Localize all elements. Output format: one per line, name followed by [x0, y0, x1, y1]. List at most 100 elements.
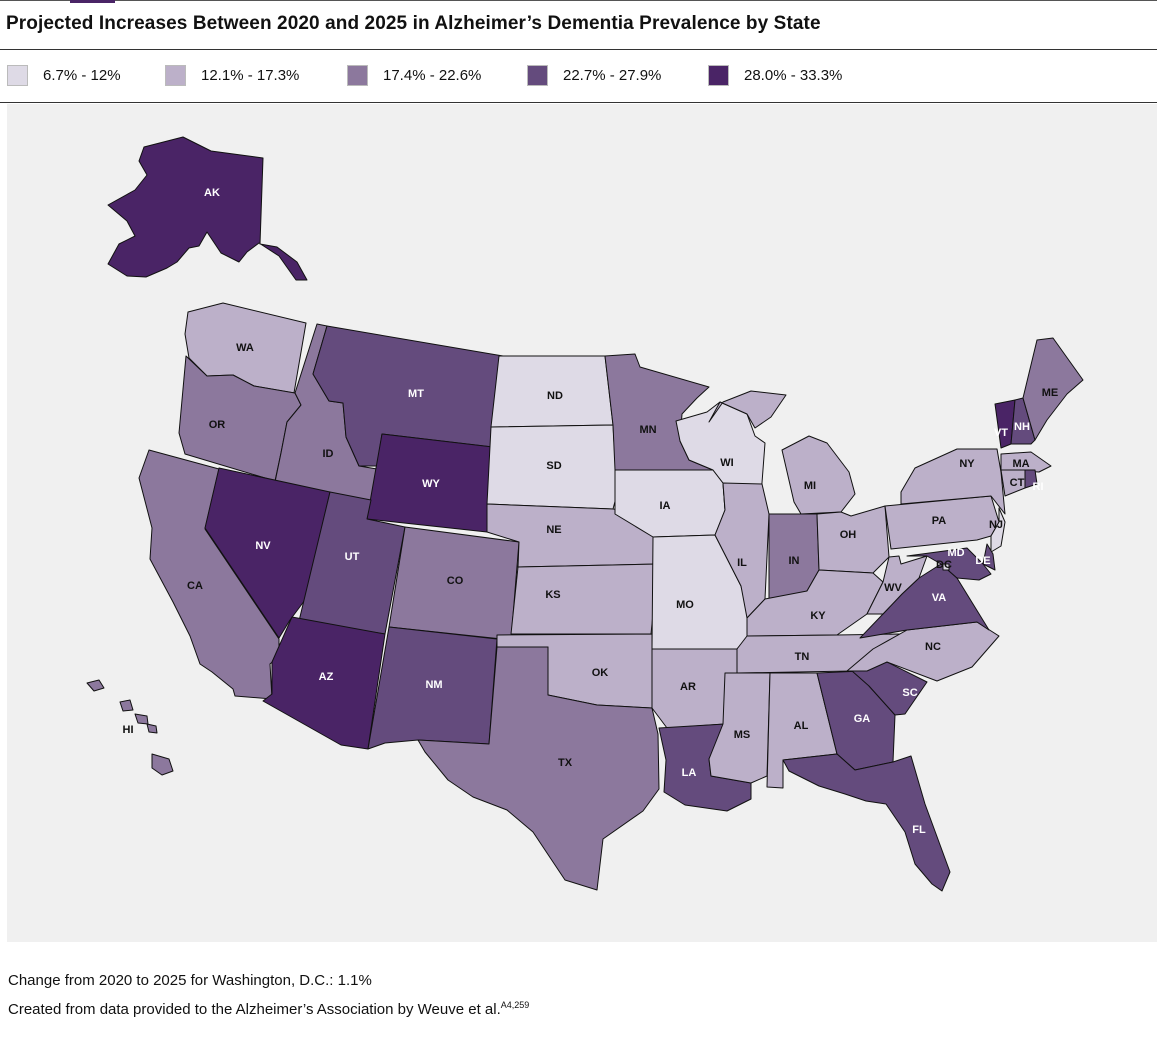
state-label-ny: NY — [959, 458, 975, 470]
state-label-sc: SC — [902, 687, 917, 699]
state-label-md: MD — [947, 547, 964, 559]
state-label-az: AZ — [319, 671, 334, 683]
legend-item-1: 12.1% - 17.3% — [165, 62, 299, 88]
state-label-co: CO — [447, 575, 464, 587]
state-label-hi: HI — [123, 724, 134, 736]
state-label-ga: GA — [854, 713, 871, 725]
legend-swatch-4 — [708, 64, 729, 86]
state-label-va: VA — [932, 592, 947, 604]
state-mi — [781, 435, 856, 515]
state-label-tx: TX — [558, 757, 573, 769]
state-ks — [510, 563, 659, 635]
state-label-tn: TN — [795, 651, 810, 663]
state-me — [1022, 337, 1084, 441]
title-divider — [0, 49, 1157, 50]
state-label-il: IL — [737, 557, 747, 569]
state-label-nh: NH — [1014, 421, 1030, 433]
state-hi-part-2 — [119, 699, 134, 712]
state-wv — [866, 555, 928, 615]
legend-label-3: 22.7% - 27.9% — [563, 66, 662, 84]
legend-item-3: 22.7% - 27.9% — [527, 62, 661, 88]
state-label-mn: MN — [639, 424, 656, 436]
state-nh — [1010, 397, 1036, 445]
state-ca — [138, 449, 280, 700]
state-label-mi: MI — [804, 480, 816, 492]
state-label-mo: MO — [676, 599, 694, 611]
state-label-ky: KY — [810, 610, 826, 622]
state-label-ak: AK — [204, 187, 220, 199]
dc-change-note: Change from 2020 to 2025 for Washington,… — [8, 972, 372, 989]
state-label-fl: FL — [912, 824, 926, 836]
state-label-ma: MA — [1012, 458, 1029, 470]
state-label-ar: AR — [680, 681, 696, 693]
state-nc — [846, 621, 1000, 682]
state-label-ia: IA — [660, 500, 671, 512]
state-label-me: ME — [1042, 387, 1059, 399]
top-accent-bar — [70, 0, 115, 3]
state-label-wi: WI — [720, 457, 733, 469]
legend-label-1: 12.1% - 17.3% — [201, 66, 300, 84]
state-label-ms: MS — [734, 729, 751, 741]
state-label-or: OR — [209, 419, 226, 431]
legend-swatch-1 — [165, 64, 186, 86]
legend-swatch-3 — [527, 64, 548, 86]
source-text: Created from data provided to the Alzhei… — [8, 1001, 501, 1018]
state-label-wa: WA — [236, 342, 254, 354]
state-dc — [942, 563, 950, 571]
state-label-ca: CA — [187, 580, 203, 592]
top-rule — [0, 0, 1157, 1]
state-ky — [746, 569, 884, 637]
legend-label-0: 6.7% - 12% — [43, 66, 121, 84]
state-ri — [1024, 469, 1038, 489]
state-label-sd: SD — [546, 460, 561, 472]
legend-label-4: 28.0% - 33.3% — [744, 66, 843, 84]
state-label-ct: CT — [1010, 477, 1025, 489]
state-label-pa: PA — [932, 515, 947, 527]
state-label-ks: KS — [545, 589, 560, 601]
state-fl — [782, 753, 951, 892]
legend-item-2: 17.4% - 22.6% — [347, 62, 481, 88]
state-label-mt: MT — [408, 388, 424, 400]
state-label-wv: WV — [884, 582, 902, 594]
state-label-vt: VT — [994, 427, 1008, 439]
state-hi-part-4 — [146, 723, 158, 734]
states-layer — [86, 136, 1084, 892]
map-title: Projected Increases Between 2020 and 202… — [6, 13, 821, 34]
state-label-in: IN — [789, 555, 800, 567]
state-ma — [1000, 451, 1052, 473]
state-label-de: DE — [975, 555, 990, 567]
state-label-nm: NM — [425, 679, 442, 691]
legend-swatch-0 — [7, 64, 28, 86]
labels-layer: AK HI WA OR CA ID NV MT WY UT AZ CO NM ND SD NE KS OK TX MN… — [123, 187, 1059, 836]
state-label-nd: ND — [547, 390, 563, 402]
legend-label-2: 17.4% - 22.6% — [383, 66, 482, 84]
legend-divider — [0, 102, 1157, 103]
state-ak — [107, 136, 308, 281]
map-panel: AK HI WA OR CA ID NV MT WY UT AZ CO NM ND SD NE KS OK TX MN… — [7, 104, 1157, 942]
legend-item-0: 6.7% - 12% — [7, 62, 121, 88]
source-note: Created from data provided to the Alzhei… — [8, 1000, 529, 1018]
state-label-nc: NC — [925, 641, 941, 653]
state-mi-part-1 — [708, 390, 787, 429]
state-label-nv: NV — [255, 540, 271, 552]
state-label-dc: DC — [936, 559, 952, 571]
state-label-al: AL — [794, 720, 809, 732]
us-state-map: AK HI WA OR CA ID NV MT WY UT AZ CO NM ND SD NE KS OK TX MN… — [86, 136, 1084, 892]
state-label-ri: RI — [1033, 481, 1044, 493]
state-label-oh: OH — [840, 529, 857, 541]
state-label-wy: WY — [422, 478, 440, 490]
state-label-ut: UT — [345, 551, 360, 563]
state-hi-part-3 — [134, 713, 149, 725]
state-hi — [151, 753, 174, 776]
state-label-ok: OK — [592, 667, 609, 679]
legend: 6.7% - 12% 12.1% - 17.3% 17.4% - 22.6% 2… — [0, 62, 1157, 90]
state-az — [262, 616, 386, 750]
legend-swatch-2 — [347, 64, 368, 86]
state-label-nj: NJ — [989, 519, 1003, 531]
legend-item-4: 28.0% - 33.3% — [708, 62, 842, 88]
state-label-ne: NE — [546, 524, 561, 536]
state-de — [982, 543, 996, 571]
source-reference: A4,259 — [500, 1000, 530, 1010]
state-hi-part-1 — [86, 679, 105, 692]
state-label-id: ID — [323, 448, 334, 460]
